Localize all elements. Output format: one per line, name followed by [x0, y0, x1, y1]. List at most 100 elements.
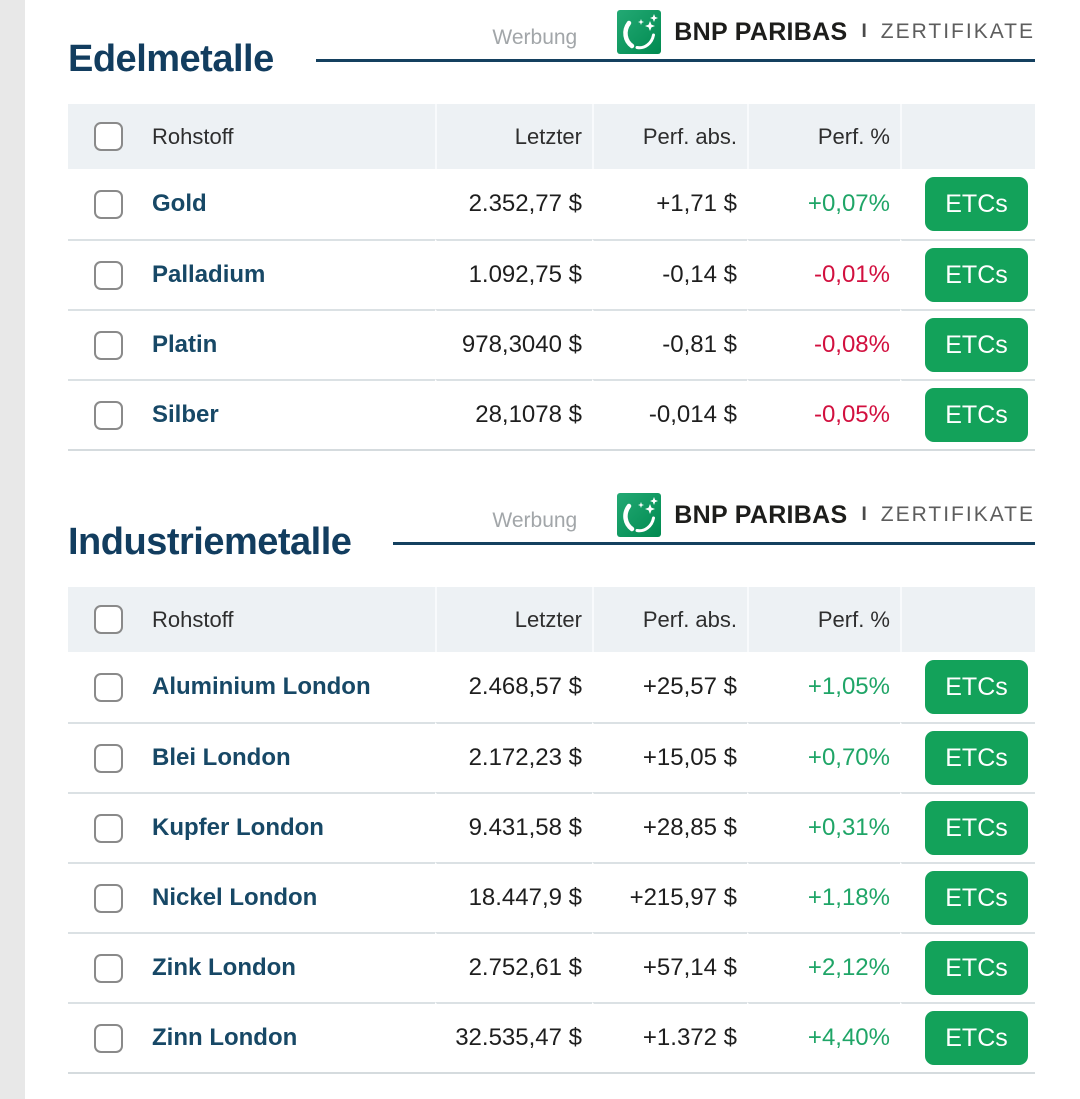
etc-button[interactable]: ETCs	[925, 1011, 1028, 1065]
etc-button[interactable]: ETCs	[925, 248, 1028, 302]
perf-pct-cell: +1,18%	[747, 862, 900, 932]
commodity-name-link[interactable]: Zink London	[152, 954, 296, 981]
etc-cell: ETCs	[900, 862, 1035, 932]
row-checkbox[interactable]	[94, 813, 123, 843]
commodity-name-link[interactable]: Zinn London	[152, 1024, 298, 1051]
brand-separator: I	[861, 21, 867, 42]
bnp-paribas-ad-link[interactable]: BNP PARIBAS I ZERTIFIKATE	[617, 493, 1035, 537]
col-header-perf-abs: Perf. abs.	[592, 104, 747, 169]
col-header-letzter: Letzter	[435, 587, 592, 652]
row-checkbox-cell	[68, 792, 152, 862]
etc-button[interactable]: ETCs	[925, 177, 1028, 231]
section-rule	[315, 59, 1035, 62]
perf-pct-cell: +0,70%	[747, 722, 900, 792]
table-header-row: Rohstoff Letzter Perf. abs. Perf. %	[68, 587, 1035, 652]
etc-cell: ETCs	[900, 379, 1035, 449]
table-row: Palladium 1.092,75 $ -0,14 $ -0,01% ETCs	[68, 239, 1035, 309]
section-header: Industriemetalle Werbung	[68, 451, 1035, 563]
commodity-name-link[interactable]: Kupfer London	[152, 814, 324, 841]
perf-pct-cell: +0,07%	[747, 169, 900, 239]
commodity-name-cell: Aluminium London	[152, 652, 435, 722]
row-checkbox[interactable]	[94, 1023, 123, 1053]
brand-product: ZERTIFIKATE	[880, 20, 1035, 43]
commodity-name-cell: Gold	[152, 169, 435, 239]
commodity-name-link[interactable]: Gold	[152, 190, 207, 217]
perf-pct: +4,40%	[807, 1024, 890, 1051]
etc-button[interactable]: ETCs	[925, 388, 1028, 442]
row-checkbox-cell	[68, 239, 152, 309]
commodity-table: Rohstoff Letzter Perf. abs. Perf. % Gold…	[68, 104, 1035, 451]
row-checkbox[interactable]	[94, 743, 123, 773]
section-header-right: Werbung	[315, 10, 1035, 80]
perf-abs: +215,97 $	[592, 862, 747, 932]
commodity-name-link[interactable]: Blei London	[152, 744, 291, 771]
etc-cell: ETCs	[900, 239, 1035, 309]
section: Industriemetalle Werbung	[68, 451, 1035, 1074]
commodity-name-link[interactable]: Nickel London	[152, 884, 318, 911]
row-checkbox[interactable]	[94, 953, 123, 983]
table-row: Platin 978,3040 $ -0,81 $ -0,08% ETCs	[68, 309, 1035, 379]
header-checkbox-cell	[68, 104, 152, 169]
row-checkbox[interactable]	[94, 883, 123, 913]
perf-abs: -0,81 $	[592, 309, 747, 379]
etc-cell: ETCs	[900, 722, 1035, 792]
commodity-name-link[interactable]: Silber	[152, 401, 219, 428]
perf-pct-cell: +1,05%	[747, 652, 900, 722]
last-price: 9.431,58 $	[435, 792, 592, 862]
row-checkbox[interactable]	[94, 400, 123, 430]
table-row: Zink London 2.752,61 $ +57,14 $ +2,12% E…	[68, 932, 1035, 1002]
commodity-name-cell: Blei London	[152, 722, 435, 792]
row-checkbox[interactable]	[94, 672, 123, 702]
etc-button[interactable]: ETCs	[925, 660, 1028, 714]
perf-abs: +1,71 $	[592, 169, 747, 239]
commodity-name-cell: Kupfer London	[152, 792, 435, 862]
section-title: Edelmetalle	[68, 38, 274, 80]
last-price: 18.447,9 $	[435, 862, 592, 932]
col-header-rohstoff: Rohstoff	[152, 123, 234, 149]
col-header-perf-pct: Perf. %	[747, 104, 900, 169]
last-price: 32.535,47 $	[435, 1002, 592, 1072]
commodity-table: Rohstoff Letzter Perf. abs. Perf. % Alum…	[68, 587, 1035, 1074]
perf-abs: +25,57 $	[592, 652, 747, 722]
perf-abs: +57,14 $	[592, 932, 747, 1002]
ad-label: Werbung	[492, 509, 578, 532]
perf-pct-cell: -0,01%	[747, 239, 900, 309]
perf-pct: -0,08%	[813, 331, 890, 358]
row-checkbox-cell	[68, 169, 152, 239]
row-checkbox[interactable]	[94, 260, 123, 290]
select-all-checkbox[interactable]	[94, 122, 123, 151]
perf-pct-cell: +0,31%	[747, 792, 900, 862]
etc-button[interactable]: ETCs	[925, 318, 1028, 372]
select-all-checkbox[interactable]	[94, 605, 123, 634]
perf-abs: +28,85 $	[592, 792, 747, 862]
last-price: 1.092,75 $	[435, 239, 592, 309]
bnp-paribas-ad-link[interactable]: BNP PARIBAS I ZERTIFIKATE	[617, 10, 1035, 54]
last-price: 28,1078 $	[435, 379, 592, 449]
commodity-name-link[interactable]: Aluminium London	[152, 673, 371, 700]
last-price: 2.752,61 $	[435, 932, 592, 1002]
perf-pct: -0,05%	[813, 401, 890, 428]
perf-abs: +1.372 $	[592, 1002, 747, 1072]
perf-pct: +0,31%	[807, 814, 890, 841]
brand-separator: I	[861, 504, 867, 525]
perf-pct: +0,70%	[807, 744, 890, 771]
etc-button[interactable]: ETCs	[925, 871, 1028, 925]
commodity-name-link[interactable]: Platin	[152, 331, 218, 358]
row-checkbox[interactable]	[94, 330, 123, 360]
etc-cell: ETCs	[900, 169, 1035, 239]
row-checkbox-cell	[68, 932, 152, 1002]
page-left-gutter	[0, 0, 25, 1099]
bnp-paribas-logo-icon	[617, 493, 662, 537]
etc-button[interactable]: ETCs	[925, 731, 1028, 785]
perf-pct: +0,07%	[807, 190, 890, 217]
commodity-name-link[interactable]: Palladium	[152, 261, 266, 288]
perf-pct-cell: -0,08%	[747, 309, 900, 379]
etc-button[interactable]: ETCs	[925, 801, 1028, 855]
etc-button[interactable]: ETCs	[925, 941, 1028, 995]
row-checkbox[interactable]	[94, 189, 123, 219]
row-checkbox-cell	[68, 1002, 152, 1072]
ad-row: Werbung	[393, 493, 1035, 537]
row-checkbox-cell	[68, 862, 152, 932]
row-checkbox-cell	[68, 309, 152, 379]
etc-cell: ETCs	[900, 309, 1035, 379]
